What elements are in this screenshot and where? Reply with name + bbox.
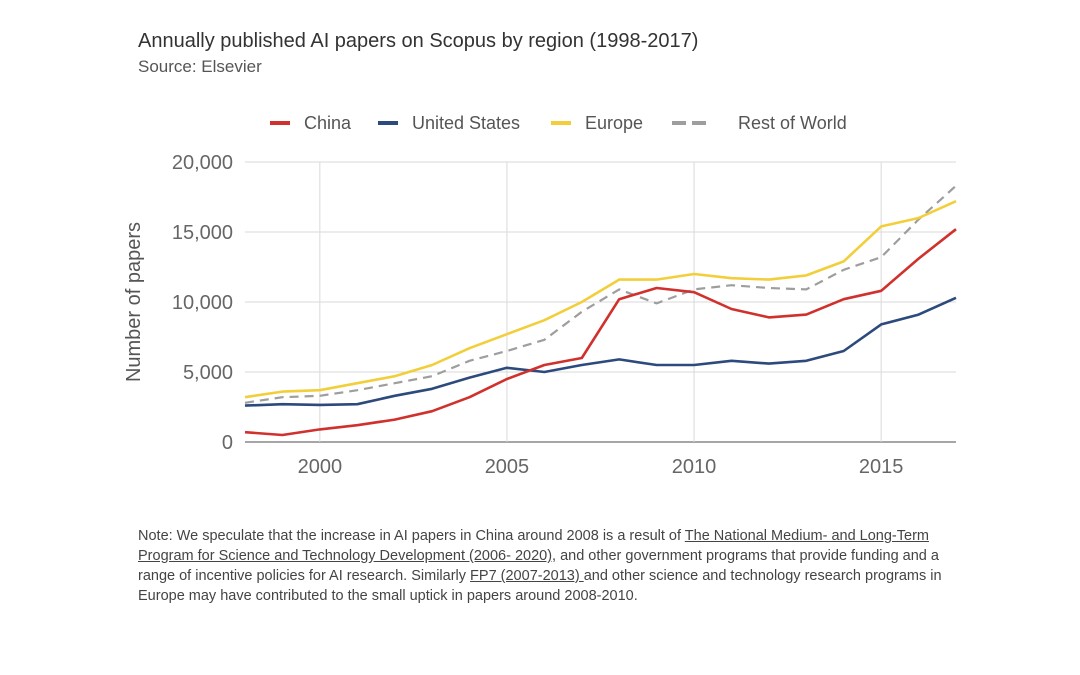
series-line-rest-of-world [244,184,957,404]
line-chart: 0 5,000 10,000 15,000 20,000 2000 2005 2010 2015… [123,113,957,478]
series-line-europe [244,200,957,399]
y-tick-label: 20,000 [172,152,233,174]
x-tick-label: 2010 [672,456,717,478]
fp7-link[interactable]: FP7 (2007-2013) [470,568,584,584]
y-axis-label: Number of papers [123,222,145,382]
series-line-united-states [244,296,957,407]
x-tick-label: 2000 [298,456,343,478]
legend-label: Europe [585,113,643,133]
legend-label: United States [412,113,520,133]
y-tick-label: 5,000 [183,362,233,384]
note-middle: , and other government programs that pro… [138,548,939,584]
legend-label: Rest of World [738,113,847,133]
chart-title: Annually published AI papers on Scopus b… [138,30,699,52]
y-tick-label: 10,000 [172,292,233,314]
y-tick-label: 15,000 [172,222,233,244]
note-suffix: and other science and technology researc… [138,568,942,604]
y-tick-label: 0 [222,432,233,454]
note-prefix: Note: We speculate that the increase in … [138,528,685,544]
x-tick-label: 2015 [859,456,904,478]
chart-subtitle: Source: Elsevier [138,57,262,76]
program-link[interactable]: The National Medium- and Long-Term Progr… [138,528,929,564]
footnote: Note: We speculate that the increase in … [138,526,968,606]
series-line-china [244,228,957,437]
legend-label: China [304,113,352,133]
x-tick-label: 2005 [485,456,530,478]
